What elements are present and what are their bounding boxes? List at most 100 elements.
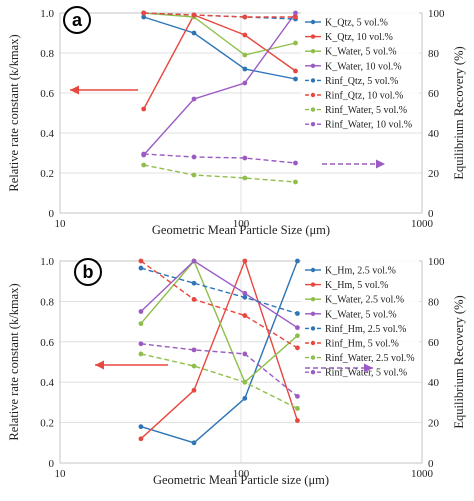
legend-entry: K_Hm, 5 vol.% — [325, 280, 388, 291]
data-point — [191, 280, 197, 286]
x-tick-label: 10 — [55, 468, 67, 480]
data-point — [141, 10, 147, 16]
legend-marker — [310, 282, 316, 287]
data-point — [295, 333, 300, 339]
data-point — [191, 347, 197, 353]
data-point — [191, 154, 197, 160]
data-point — [191, 12, 197, 18]
data-point — [141, 151, 147, 157]
y2-tick-label: 40 — [428, 128, 440, 140]
data-point — [141, 106, 147, 112]
y2-tick-label: 100 — [428, 8, 445, 20]
y-axis-label: Relative rate constant (k/kmax) — [7, 283, 21, 440]
data-point — [242, 395, 248, 401]
y-tick-label: 1.0 — [40, 256, 54, 268]
data-point — [138, 424, 144, 430]
data-point — [293, 14, 298, 20]
legend-entry: Rinf_Water, 10 vol.% — [325, 120, 412, 131]
legend-entry: Rinf_Water, 5 vol.% — [325, 105, 407, 116]
legend-entry: K_Water, 5 vol.% — [325, 47, 397, 58]
y-tick-label: 1.0 — [40, 8, 54, 20]
legend-entry: K_Qtz, 10 vol.% — [325, 32, 393, 43]
x-tick-label: 100 — [233, 468, 250, 480]
data-point — [191, 440, 197, 446]
series-line — [140, 260, 299, 444]
legend-entry: K_Water, 10 vol.% — [325, 61, 402, 72]
data-point — [293, 76, 298, 82]
legend-marker — [310, 311, 316, 316]
legend-marker — [310, 34, 316, 39]
plot-area — [59, 12, 423, 214]
y-tick-label: 0.8 — [40, 48, 54, 60]
data-point — [295, 325, 300, 331]
y-tick-label: 0.4 — [40, 377, 54, 389]
data-point — [138, 436, 144, 442]
y2-axis-label: Equilibrium Recovery (%) — [452, 295, 466, 428]
legend-marker — [310, 340, 316, 346]
data-point — [242, 66, 248, 72]
data-point — [141, 162, 147, 168]
data-point — [191, 296, 197, 302]
y2-tick-label: 60 — [428, 88, 440, 100]
data-point — [242, 313, 248, 318]
data-point — [191, 363, 197, 369]
series-line — [140, 343, 298, 397]
data-point — [242, 14, 248, 20]
y-tick-label: 0.4 — [40, 128, 54, 140]
data-point — [138, 341, 144, 347]
panel-label: a — [72, 10, 83, 30]
legend-entry: Rinf_Hm, 5 vol.% — [325, 339, 399, 350]
panel-badge — [63, 6, 91, 34]
series-line — [140, 260, 298, 349]
series-line — [140, 259, 298, 384]
legend-marker — [310, 122, 316, 127]
y2-tick-label: 80 — [428, 48, 440, 60]
data-point — [191, 30, 197, 36]
chart-b: 0 0.2 0.4 0.6 0.8 1.0 0 20 40 60 80 100 10 100 1000 Geo… — [7, 256, 466, 487]
legend-marker — [310, 267, 316, 273]
y-tick-label: 0.2 — [40, 168, 54, 180]
x-axis-label: Geometric Mean Particle size (μm) — [153, 473, 329, 487]
y-tick-label: 0.8 — [40, 296, 54, 308]
data-point — [293, 68, 298, 74]
series-line — [140, 258, 299, 440]
data-point — [138, 258, 144, 264]
data-point — [295, 393, 300, 399]
x-tick-label: 1000 — [411, 468, 434, 480]
legend-marker — [310, 19, 316, 25]
data-point — [141, 14, 147, 20]
series-line — [143, 12, 296, 18]
y2-tick-label: 0 — [428, 208, 434, 220]
y2-axis-label: Equilibrium Recovery (%) — [452, 46, 466, 179]
legend-entry: K_Water, 2.5 vol.% — [325, 295, 404, 306]
data-point — [242, 80, 248, 86]
chart-a: 0 0.2 0.4 0.6 0.8 1.0 0 20 40 60 80 100 10 100 1000 Geo… — [7, 6, 466, 237]
data-point — [293, 160, 298, 166]
legend-marker — [310, 63, 316, 68]
series-line — [143, 14, 296, 110]
data-point — [242, 294, 248, 300]
legend-marker — [310, 92, 316, 98]
series-line — [143, 153, 296, 164]
y2-tick-label: 100 — [428, 256, 445, 268]
series-line — [140, 260, 298, 329]
legend-entry: K_Water, 5 vol.% — [325, 309, 397, 320]
data-point — [191, 258, 197, 264]
y2-tick-label: 20 — [428, 168, 440, 180]
y-tick-label: 0 — [49, 458, 55, 470]
data-point — [138, 351, 144, 357]
data-point — [242, 32, 248, 38]
x-tick-label: 100 — [233, 218, 250, 230]
legend-marker — [310, 78, 316, 83]
data-point — [191, 96, 197, 102]
y2-tick-label: 20 — [428, 418, 440, 430]
x-tick-label: 1000 — [411, 218, 434, 230]
legend-entry: K_Hm, 2.5 vol.% — [325, 266, 396, 277]
data-point — [295, 258, 300, 264]
data-point — [138, 309, 144, 314]
legend-marker — [310, 326, 316, 331]
y2-tick-label: 40 — [428, 377, 440, 389]
series-line — [143, 164, 296, 183]
data-point — [293, 10, 298, 16]
